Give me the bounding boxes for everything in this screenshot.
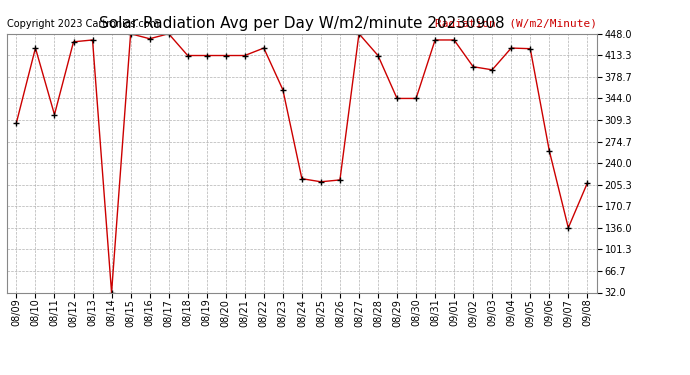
Text: Copyright 2023 Cartronics.com: Copyright 2023 Cartronics.com bbox=[7, 19, 159, 28]
Text: Radiation  (W/m2/Minute): Radiation (W/m2/Minute) bbox=[435, 19, 597, 28]
Title: Solar Radiation Avg per Day W/m2/minute 20230908: Solar Radiation Avg per Day W/m2/minute … bbox=[99, 16, 504, 31]
